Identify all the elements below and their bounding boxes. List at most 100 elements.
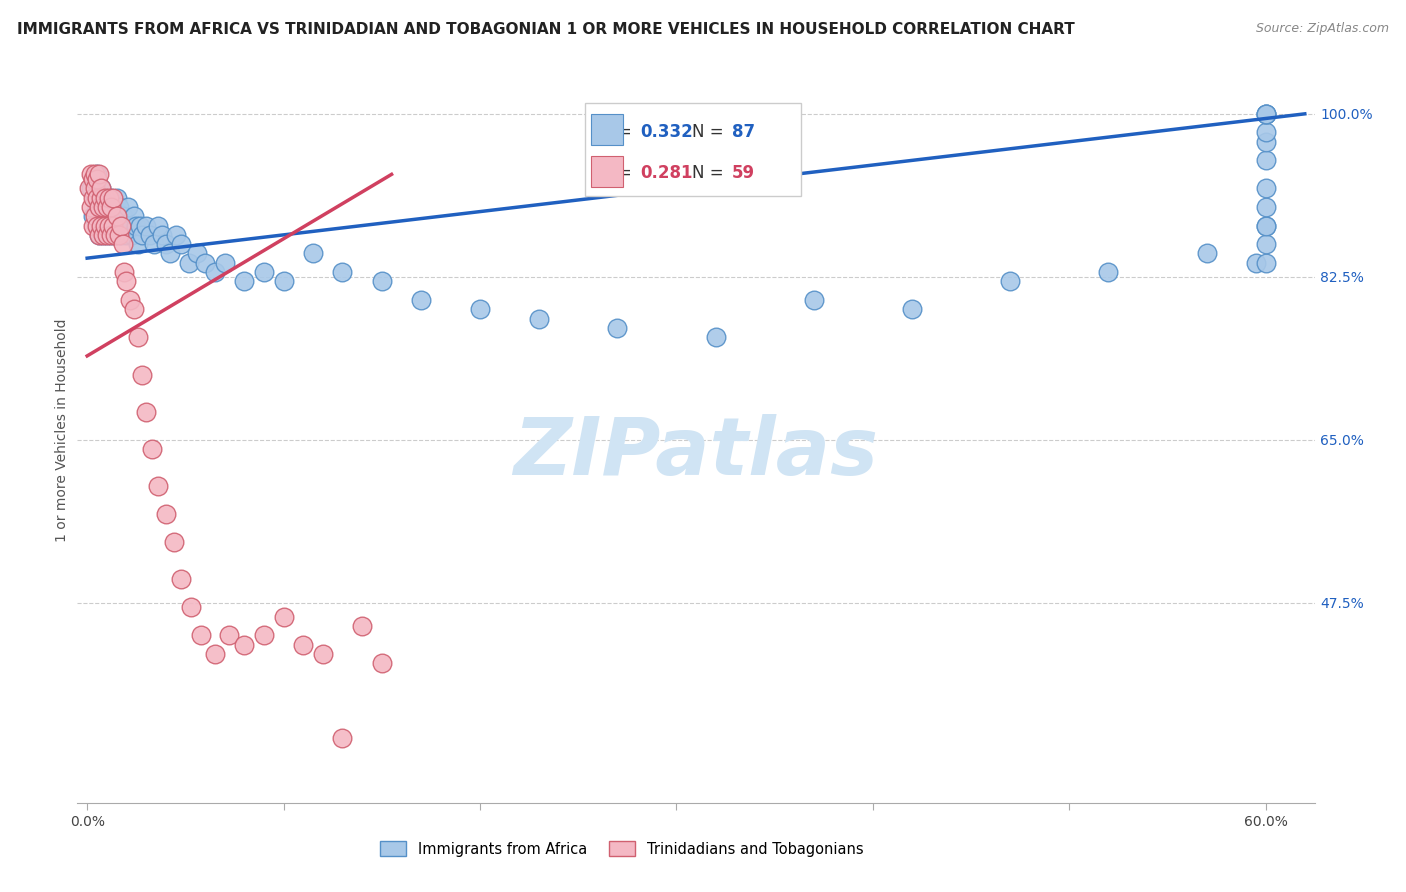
Point: [1254, 219, 1277, 233]
Point: [1254, 181, 1277, 195]
Point: [94, 219, 117, 233]
Point: [96, 227, 118, 242]
Text: Source: ZipAtlas.com: Source: ZipAtlas.com: [1256, 22, 1389, 36]
Point: [253, 265, 276, 279]
Point: [1254, 125, 1277, 139]
Point: [94, 191, 117, 205]
Point: [111, 237, 134, 252]
Point: [1254, 153, 1277, 168]
Point: [170, 573, 193, 587]
Point: [90, 181, 112, 195]
Point: [100, 227, 122, 242]
Point: [84, 191, 107, 205]
Point: [86, 191, 108, 205]
Point: [82, 172, 104, 186]
Point: [124, 302, 146, 317]
Point: [180, 600, 202, 615]
Point: [91, 200, 114, 214]
Point: [87, 227, 110, 242]
Point: [998, 274, 1021, 288]
Point: [105, 209, 128, 223]
Point: [87, 167, 110, 181]
Point: [292, 638, 315, 652]
Text: 0.281: 0.281: [640, 164, 693, 183]
Point: [120, 219, 142, 233]
Point: [91, 227, 114, 242]
Text: N =: N =: [692, 123, 730, 141]
Point: [90, 219, 112, 233]
Point: [204, 647, 226, 661]
Point: [121, 227, 143, 242]
Point: [80, 181, 103, 195]
Point: [117, 200, 139, 214]
Point: [101, 219, 124, 233]
Point: [87, 200, 110, 214]
Point: [96, 200, 118, 214]
Point: [115, 227, 138, 242]
Point: [135, 219, 157, 233]
Point: [371, 656, 394, 670]
Point: [90, 191, 112, 205]
Point: [146, 219, 169, 233]
Point: [135, 405, 157, 419]
Point: [186, 246, 208, 260]
Point: [1254, 107, 1277, 121]
Point: [96, 227, 118, 242]
Point: [1254, 135, 1277, 149]
Point: [131, 368, 153, 382]
Text: IMMIGRANTS FROM AFRICA VS TRINIDADIAN AND TOBAGONIAN 1 OR MORE VEHICLES IN HOUSE: IMMIGRANTS FROM AFRICA VS TRINIDADIAN AN…: [17, 22, 1074, 37]
Point: [1254, 219, 1277, 233]
Point: [125, 219, 148, 233]
FancyBboxPatch shape: [591, 155, 623, 186]
Point: [86, 219, 108, 233]
FancyBboxPatch shape: [585, 103, 801, 195]
Point: [101, 219, 124, 233]
Point: [104, 227, 127, 242]
Point: [97, 191, 120, 205]
Point: [84, 209, 107, 223]
Text: 0.332: 0.332: [640, 123, 693, 141]
Point: [1097, 265, 1119, 279]
Point: [105, 209, 128, 223]
Point: [352, 619, 374, 633]
Point: [1244, 256, 1267, 270]
Point: [1254, 107, 1277, 121]
Point: [468, 302, 491, 317]
Text: R =: R =: [600, 164, 637, 183]
Point: [165, 227, 187, 242]
Point: [127, 237, 149, 252]
Point: [146, 479, 169, 493]
Text: 59: 59: [733, 164, 755, 183]
Point: [218, 628, 240, 642]
Point: [527, 311, 550, 326]
Point: [101, 200, 124, 214]
Text: 87: 87: [733, 123, 755, 141]
Point: [155, 507, 177, 521]
Point: [233, 638, 256, 652]
Point: [80, 167, 103, 181]
Point: [1254, 237, 1277, 252]
Point: [115, 274, 138, 288]
Point: [110, 227, 132, 242]
Point: [273, 609, 295, 624]
Point: [86, 219, 108, 233]
Legend: Immigrants from Africa, Trinidadians and Tobagonians: Immigrants from Africa, Trinidadians and…: [374, 836, 869, 863]
Point: [204, 265, 226, 279]
Point: [803, 293, 825, 307]
Point: [233, 274, 256, 288]
Point: [94, 200, 117, 214]
Point: [142, 237, 165, 252]
Point: [87, 227, 110, 242]
Point: [127, 330, 149, 344]
Point: [110, 219, 132, 233]
Point: [901, 302, 924, 317]
Point: [214, 256, 236, 270]
Point: [87, 209, 110, 223]
Point: [107, 200, 129, 214]
Point: [77, 181, 100, 195]
Point: [80, 200, 103, 214]
Point: [312, 647, 335, 661]
Point: [139, 227, 162, 242]
Point: [100, 200, 122, 214]
Point: [94, 219, 117, 233]
